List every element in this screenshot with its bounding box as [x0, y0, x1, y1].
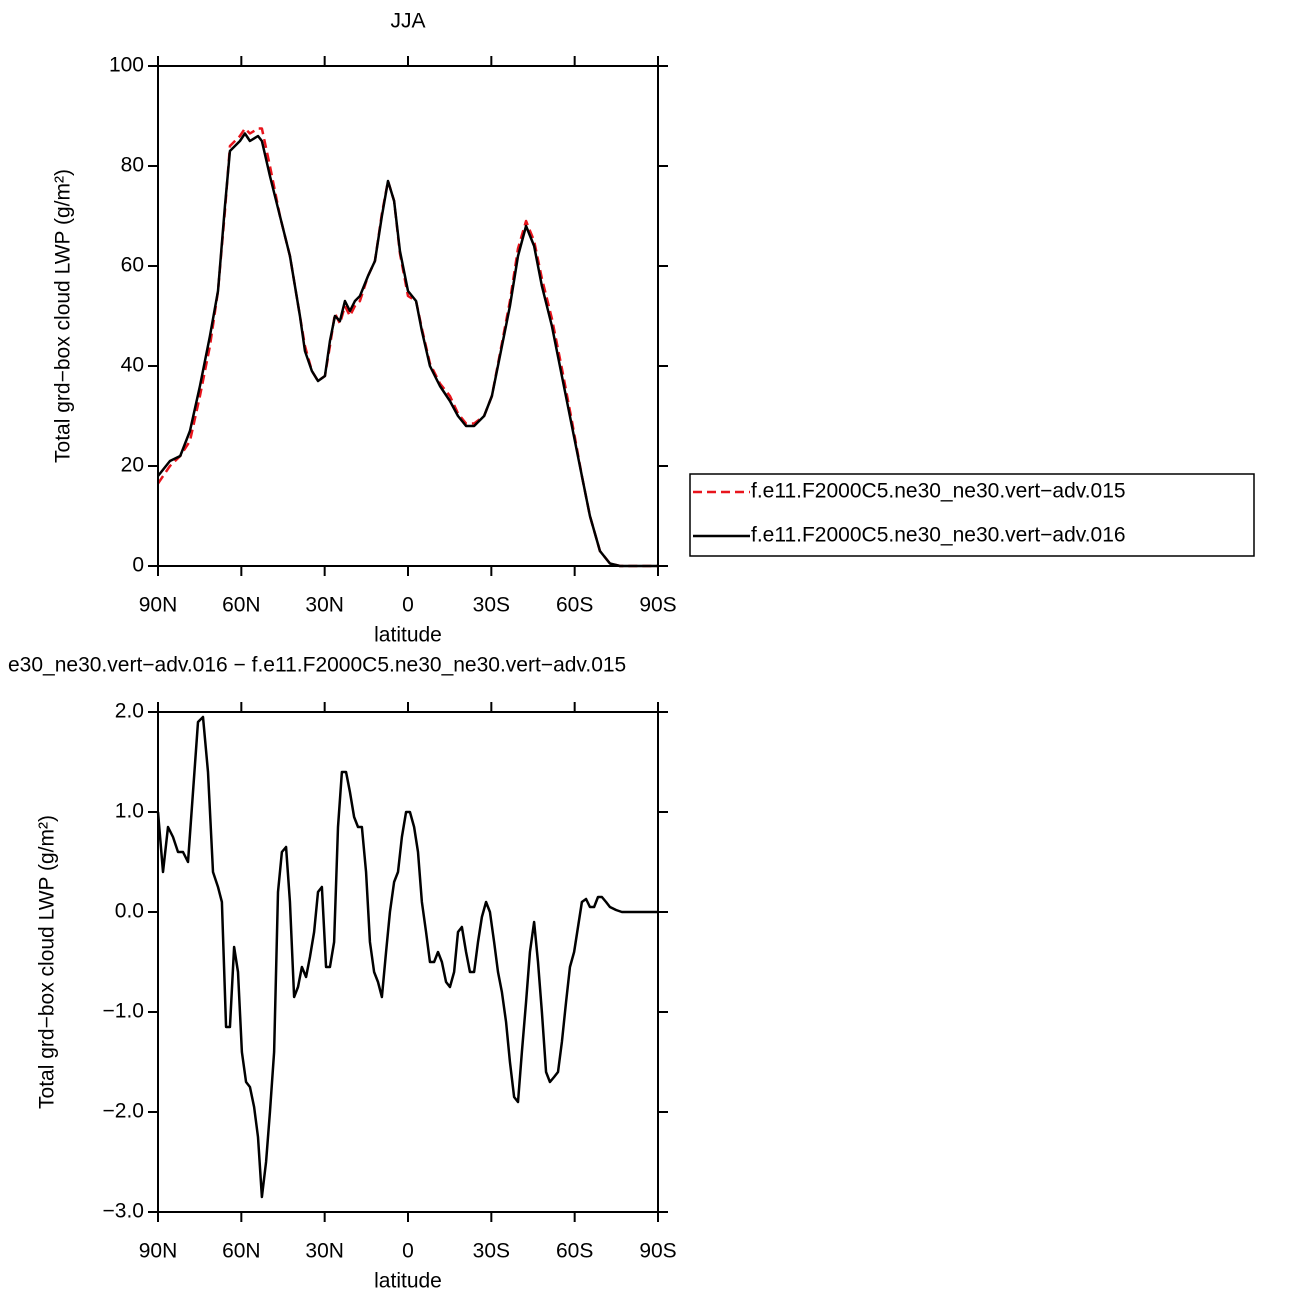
x-axis-label: latitude: [374, 624, 442, 647]
y-axis-label: Total grd−box cloud LWP (g/m²): [52, 169, 75, 463]
x-tick-label: 30S: [473, 1240, 510, 1263]
chart-title: JJA: [390, 10, 425, 33]
y-tick-label: 0.0: [115, 900, 144, 923]
x-tick-label: 0: [402, 1240, 414, 1263]
y-tick-label: −2.0: [103, 1100, 144, 1123]
x-tick-label: 60S: [556, 1240, 593, 1263]
data-line: [157, 132, 658, 568]
y-tick-label: −3.0: [103, 1200, 144, 1223]
x-tick-label: 0: [402, 594, 414, 617]
legend-label: f.e11.F2000C5.ne30_ne30.vert−adv.016: [751, 524, 1126, 547]
x-tick-label: 30N: [305, 1240, 344, 1263]
legend-box: [689, 473, 1255, 557]
x-tick-label: 90N: [139, 594, 178, 617]
y-tick-label: 2.0: [115, 700, 144, 723]
x-tick-label: 60S: [556, 594, 593, 617]
y-tick-label: 100: [109, 54, 144, 77]
legend-label: f.e11.F2000C5.ne30_ne30.vert−adv.015: [751, 480, 1126, 503]
data-line: [156, 127, 658, 568]
x-tick-label: 90S: [639, 1240, 676, 1263]
x-tick-label: 90S: [639, 594, 676, 617]
x-tick-label: 60N: [222, 594, 261, 617]
y-tick-label: 80: [121, 154, 144, 177]
data-line: [156, 715, 658, 1199]
y-tick-label: 0: [132, 554, 144, 577]
x-tick-label: 30N: [305, 594, 344, 617]
y-tick-label: 1.0: [115, 800, 144, 823]
chart-title: e30_ne30.vert−adv.016 − f.e11.F2000C5.ne…: [8, 654, 626, 677]
y-tick-label: −1.0: [103, 1000, 144, 1023]
y-axis-label: Total grd−box cloud LWP (g/m²): [36, 815, 59, 1109]
y-tick-label: 20: [121, 454, 144, 477]
plot-frame: [157, 65, 659, 567]
x-tick-label: 60N: [222, 1240, 261, 1263]
y-tick-label: 40: [121, 354, 144, 377]
x-tick-label: 90N: [139, 1240, 178, 1263]
y-tick-label: 60: [121, 254, 144, 277]
x-axis-label: latitude: [374, 1270, 442, 1293]
x-tick-label: 30S: [473, 594, 510, 617]
plot-frame: [157, 711, 659, 1213]
